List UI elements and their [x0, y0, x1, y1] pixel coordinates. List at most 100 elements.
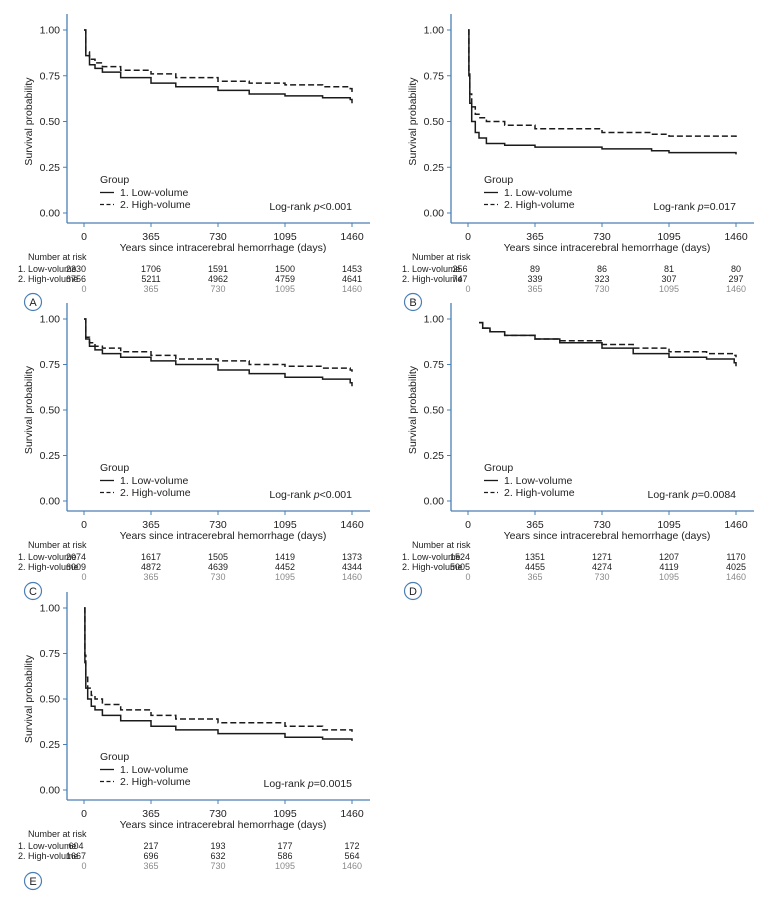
- low-volume-curve: [84, 318, 353, 387]
- x-tick-label: 1095: [657, 519, 681, 531]
- y-tick-label: 1.00: [40, 25, 61, 37]
- risk-count: 1453: [342, 264, 362, 274]
- risk-row-label: 2. High-volume: [18, 274, 79, 284]
- x-tick-label: 1095: [273, 231, 297, 243]
- y-tick-label: 0.75: [424, 70, 445, 82]
- risk-count: 1500: [275, 264, 295, 274]
- high-volume-curve: [479, 321, 737, 358]
- y-tick-label: 0.00: [40, 785, 61, 797]
- risk-count: 339: [527, 274, 542, 284]
- y-tick-label: 0.00: [40, 208, 61, 220]
- risk-count: 4641: [342, 274, 362, 284]
- x-tick-label: 1460: [724, 519, 748, 531]
- y-tick-label: 1.00: [424, 25, 445, 37]
- risk-count: 4344: [342, 562, 362, 572]
- panel-letter: D: [409, 586, 417, 598]
- y-axis-title: Survival probability: [407, 77, 419, 166]
- x-axis-title: Years since intracerebral hemorrhage (da…: [504, 242, 711, 254]
- risk-table-title: Number at risk: [28, 252, 87, 262]
- risk-time-label: 1460: [726, 284, 746, 294]
- x-tick-label: 0: [465, 519, 471, 531]
- x-tick-label: 730: [209, 231, 227, 243]
- legend-title: Group: [100, 174, 129, 186]
- y-axis-title: Survival probability: [23, 365, 35, 454]
- risk-time-label: 1460: [342, 861, 362, 871]
- risk-count: 177: [277, 841, 292, 851]
- risk-count: 6756: [66, 274, 86, 284]
- x-tick-label: 730: [593, 231, 611, 243]
- risk-count: 297: [728, 274, 743, 284]
- risk-time-label: 0: [81, 284, 86, 294]
- legend-label: 2. High-volume: [504, 199, 575, 211]
- y-tick-label: 0.50: [424, 405, 445, 417]
- risk-count: 172: [344, 841, 359, 851]
- risk-time-label: 730: [210, 861, 225, 871]
- x-tick-label: 365: [142, 808, 160, 820]
- x-tick-label: 0: [81, 231, 87, 243]
- high-volume-curve: [84, 29, 353, 93]
- risk-count: 564: [344, 851, 359, 861]
- x-tick-label: 730: [209, 519, 227, 531]
- y-tick-label: 0.75: [40, 359, 61, 371]
- risk-count: 217: [143, 841, 158, 851]
- x-tick-label: 1095: [273, 519, 297, 531]
- x-tick-label: 1460: [340, 231, 364, 243]
- y-tick-label: 0.25: [424, 162, 445, 174]
- risk-time-label: 365: [527, 284, 542, 294]
- risk-count: 604: [68, 841, 83, 851]
- risk-count: 2074: [66, 552, 86, 562]
- risk-time-label: 1095: [659, 284, 679, 294]
- km-panel-c: 0.00 0.25 0.50 0.75 1.00 0 365 730 1095 1460 Years…: [18, 303, 370, 601]
- y-tick-label: 0.50: [40, 405, 61, 417]
- x-tick-label: 1460: [724, 231, 748, 243]
- risk-count: 86: [597, 264, 607, 274]
- risk-row-label: 1. Low-volume: [18, 264, 77, 274]
- risk-row-label: 1. Low-volume: [18, 841, 77, 851]
- legend-label: 2. High-volume: [504, 487, 575, 499]
- y-tick-label: 0.75: [40, 648, 61, 660]
- risk-count: 4639: [208, 562, 228, 572]
- legend-label: 1. Low-volume: [120, 187, 188, 199]
- km-panel-e: 0.00 0.25 0.50 0.75 1.00 0 365 730 1095 1460 Years…: [18, 592, 370, 891]
- risk-time-label: 365: [527, 572, 542, 582]
- risk-table-title: Number at risk: [28, 540, 87, 550]
- risk-time-label: 0: [81, 861, 86, 871]
- risk-count: 4025: [726, 562, 746, 572]
- risk-count: 1706: [141, 264, 161, 274]
- y-tick-label: 0.25: [40, 450, 61, 462]
- risk-count: 4452: [275, 562, 295, 572]
- risk-count: 1271: [592, 552, 612, 562]
- risk-count: 81: [664, 264, 674, 274]
- risk-count: 1591: [208, 264, 228, 274]
- risk-time-label: 0: [465, 572, 470, 582]
- risk-time-label: 365: [143, 861, 158, 871]
- risk-count: 1505: [208, 552, 228, 562]
- risk-count: 5005: [450, 562, 470, 572]
- legend-title: Group: [100, 751, 129, 763]
- x-tick-label: 1095: [273, 808, 297, 820]
- legend-label: 2. High-volume: [120, 776, 191, 788]
- y-tick-label: 0.75: [40, 70, 61, 82]
- risk-time-label: 1095: [275, 284, 295, 294]
- panel-badge: [23, 871, 43, 891]
- legend-label: 1. Low-volume: [120, 764, 188, 776]
- legend-title: Group: [484, 462, 513, 474]
- y-tick-label: 0.25: [40, 739, 61, 751]
- risk-time-label: 1460: [342, 284, 362, 294]
- low-volume-curve: [468, 29, 737, 155]
- risk-count: 89: [530, 264, 540, 274]
- panel-badge: [403, 292, 423, 312]
- logrank-pvalue: Log-rank p<0.001: [269, 201, 352, 213]
- legend-title: Group: [484, 174, 513, 186]
- logrank-pvalue: Log-rank p<0.001: [269, 489, 352, 501]
- legend-label: 1. Low-volume: [504, 475, 572, 487]
- panel-badge: [23, 581, 43, 601]
- risk-count: 1351: [525, 552, 545, 562]
- x-tick-label: 0: [465, 231, 471, 243]
- risk-count: 1207: [659, 552, 679, 562]
- risk-row-label: 1. Low-volume: [18, 552, 77, 562]
- x-tick-label: 0: [81, 519, 87, 531]
- y-axis-title: Survival probability: [23, 654, 35, 743]
- legend-label: 2. High-volume: [120, 199, 191, 211]
